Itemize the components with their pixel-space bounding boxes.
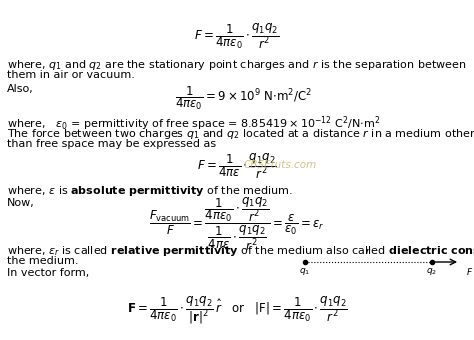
Text: where,   $\varepsilon_0$ = permittivity of free space = $8.85419 \times 10^{-12}: where, $\varepsilon_0$ = permittivity of… bbox=[7, 114, 380, 133]
Text: In vector form,: In vector form, bbox=[7, 268, 89, 278]
Text: $F = \dfrac{1}{4\pi\varepsilon_0} \cdot \dfrac{q_1 q_2}{r^2}$: $F = \dfrac{1}{4\pi\varepsilon_0} \cdot … bbox=[194, 22, 280, 51]
Text: $r$: $r$ bbox=[365, 246, 372, 256]
Text: Also,: Also, bbox=[7, 84, 34, 94]
Text: them in air or vacuum.: them in air or vacuum. bbox=[7, 70, 135, 80]
Text: The force between two charges $q_1$ and $q_2$ located at a distance $r$ in a med: The force between two charges $q_1$ and … bbox=[7, 127, 474, 141]
Text: $F = \dfrac{1}{4\pi\varepsilon} \cdot \dfrac{q_1 q_2}{r^2}$: $F = \dfrac{1}{4\pi\varepsilon} \cdot \d… bbox=[197, 152, 277, 181]
Text: $\mathbf{F} = \dfrac{1}{4\pi\varepsilon_0} \cdot \dfrac{q_1 q_2}{|\mathbf{r}|^2}: $\mathbf{F} = \dfrac{1}{4\pi\varepsilon_… bbox=[127, 295, 347, 326]
Text: where, $\varepsilon$ is $\mathbf{absolute\ permittivity}$ of the medium.: where, $\varepsilon$ is $\mathbf{absolut… bbox=[7, 184, 292, 198]
Text: the medium.: the medium. bbox=[7, 256, 79, 266]
Text: Now,: Now, bbox=[7, 198, 35, 208]
Text: than free space may be expressed as: than free space may be expressed as bbox=[7, 139, 216, 149]
Text: CBSEtuts.com: CBSEtuts.com bbox=[243, 160, 317, 170]
Text: $\dfrac{1}{4\pi\varepsilon_0} = 9 \times 10^9\ \mathrm{N{\cdot}m^2/C^2}$: $\dfrac{1}{4\pi\varepsilon_0} = 9 \times… bbox=[175, 84, 312, 112]
Text: where, $q_1$ and $q_2$ are the stationary point charges and $r$ is the separatio: where, $q_1$ and $q_2$ are the stationar… bbox=[7, 58, 466, 72]
Text: $\dfrac{F_{\mathrm{vacuum}}}{F} = \dfrac{\dfrac{1}{4\pi\varepsilon_0} \cdot \dfr: $\dfrac{F_{\mathrm{vacuum}}}{F} = \dfrac… bbox=[149, 196, 325, 253]
Text: $q_2$: $q_2$ bbox=[427, 266, 438, 277]
Text: $q_1$: $q_1$ bbox=[300, 266, 310, 277]
Text: $F$: $F$ bbox=[466, 266, 473, 277]
Text: where, $\varepsilon_r$ is called $\mathbf{relative\ permittivity}$ of the medium: where, $\varepsilon_r$ is called $\mathb… bbox=[7, 244, 474, 258]
